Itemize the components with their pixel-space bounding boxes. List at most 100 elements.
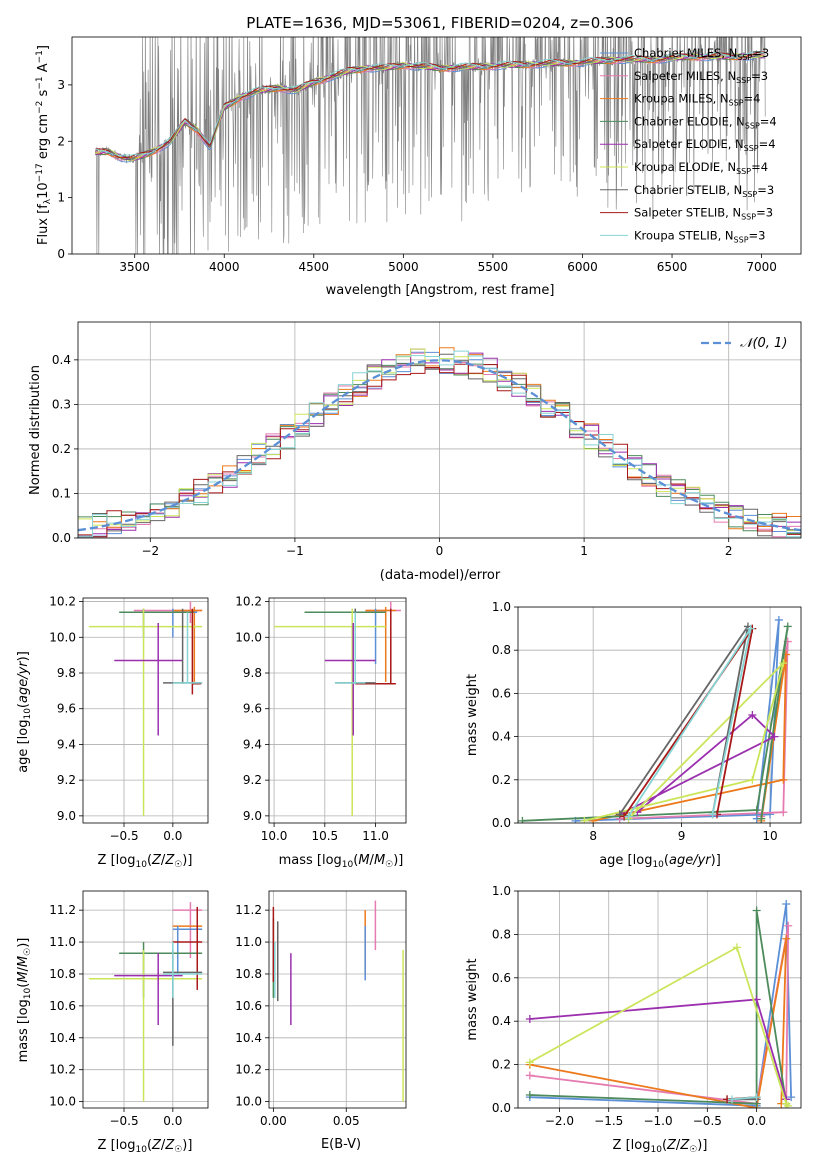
- y-tick-label: 10.4: [49, 1031, 76, 1045]
- y-tick-label: 10.0: [235, 1095, 262, 1109]
- age-weight-xlabel-part: (: [664, 853, 669, 868]
- plot-area: [269, 891, 406, 1108]
- mass-age-xlabel-part: ☉: [385, 860, 393, 870]
- y-tick-label: 0.4: [52, 353, 71, 367]
- z-age-xlabel-part: /: [161, 853, 166, 868]
- x-tick-label: −1.0: [643, 1114, 672, 1128]
- weight-marker-salpeter-elodie: [748, 711, 757, 719]
- z-mass-ylabel-part: M: [16, 971, 31, 982]
- mass-age-xlabel-part: M: [374, 853, 385, 868]
- mass-age-xlabel-part: mass [log: [279, 853, 342, 868]
- residual-histogram-salpeter-stelib: [78, 363, 801, 538]
- legend-label-sub: SSP: [741, 213, 756, 222]
- z-vs-mass-weight-panel: −2.0 −1.5 −1.0 −0.5 0.0 0.0 0.2 0.4 0.6 0.8 1.0 mas…: [465, 884, 802, 1155]
- mass-age-xlabel-part: 10: [342, 860, 354, 870]
- y-tick-label: 10.0: [235, 630, 262, 644]
- legend-label-main: Chabrier MILES, N: [634, 46, 737, 60]
- z-age-ylabel-part: 10: [23, 708, 33, 720]
- x-tick-label: −0.5: [109, 1114, 138, 1128]
- y-tick-label: 9.0: [243, 809, 262, 823]
- model-spectrum-chabrier-stelib: [95, 52, 765, 161]
- spectrum-ylabel-part: 10: [36, 182, 51, 199]
- x-tick-label: 4000: [209, 260, 240, 274]
- z-mass-xlabel-part: Z [log: [98, 1138, 136, 1153]
- spectrum-ylabel-part: A: [36, 63, 51, 76]
- y-tick-label: 0.4: [492, 1014, 511, 1028]
- weight-marker-kroupa-elodie: [784, 1101, 793, 1108]
- legend-label: Salpeter MILES, NSSP=3: [634, 69, 768, 85]
- mass-age-xlabel-part: )]: [393, 853, 403, 868]
- legend-label-tail: =3: [757, 183, 774, 197]
- spectrum-panel: 3500 4000 4500 5000 5500 6000 6500 7000 0 1 2 3 PLAT…: [35, 14, 802, 298]
- weight-marker-chabrier-miles: [787, 1093, 796, 1102]
- y-tick-label: 10.2: [49, 595, 76, 609]
- weight-marker-chabrier-stelib: [615, 810, 624, 819]
- weight-marker-kroupa-stelib: [752, 1093, 761, 1102]
- spectrum-title: PLATE=1636, MJD=53061, FIBERID=0204, z=0…: [246, 14, 633, 32]
- weight-marker-chabrier-miles: [774, 615, 783, 624]
- z-age-xlabel-part: Z: [151, 853, 162, 868]
- y-tick-label: 0.6: [492, 971, 511, 985]
- z-mass-ylabel-part: /: [16, 966, 31, 971]
- weight-marker-kroupa-elodie: [580, 816, 589, 823]
- mass-age-xlabel-part: M: [358, 853, 369, 868]
- legend-label: 𝒩(0, 1): [740, 336, 787, 351]
- z-weight-xlabel-part: ☉: [689, 1145, 697, 1155]
- x-tick-label: 10.0: [261, 829, 288, 843]
- x-tick-label: −2: [141, 544, 159, 558]
- mass-age-xlabel-part: /: [370, 853, 375, 868]
- z-mass-ylabel-part: ☉: [23, 948, 33, 956]
- z-age-xlabel-part: Z: [164, 853, 175, 868]
- weight-marker-kroupa-elodie: [732, 943, 741, 952]
- legend-label-tail: =3: [749, 228, 766, 242]
- y-tick-label: 11.0: [235, 935, 262, 949]
- x-tick-label: 5500: [478, 260, 509, 274]
- weight-line-salpeter-elodie: [619, 713, 777, 816]
- z-weight-xlabel-part: 10: [650, 1145, 662, 1155]
- plot-area: [518, 891, 801, 1108]
- x-tick-label: 10: [762, 829, 777, 843]
- y-tick-label: 9.8: [57, 666, 76, 680]
- z-mass-xlabel: Z [log10(Z/Z☉)]: [98, 1138, 193, 1155]
- x-tick-label: 1: [580, 544, 588, 558]
- z-age-ylabel: age [log10(age/yr)]: [16, 651, 33, 773]
- y-tick-label: 9.4: [57, 737, 76, 751]
- y-tick-label: 0.1: [52, 486, 71, 500]
- plot-area: [518, 607, 801, 823]
- legend-label-main: Kroupa MILES, N: [634, 92, 729, 106]
- x-tick-label: −1: [286, 544, 304, 558]
- legend-label-sub: SSP: [745, 121, 760, 130]
- weight-line-kroupa-miles: [529, 938, 788, 1108]
- age-weight-xlabel-part: age/yr: [669, 853, 712, 868]
- y-tick-label: 0.4: [492, 730, 511, 744]
- z-mass-xlabel-part: ☉: [174, 1145, 182, 1155]
- y-tick-label: 0.3: [52, 397, 71, 411]
- x-tick-label: 5000: [388, 260, 419, 274]
- y-tick-label: 0.2: [52, 442, 71, 456]
- x-tick-label: 2: [725, 544, 733, 558]
- z-weight-xlabel: Z [log10(Z/Z☉)]: [613, 1138, 708, 1155]
- z-mass-ylabel-part: 10: [23, 987, 33, 999]
- y-tick-label: 0: [57, 247, 65, 261]
- weight-marker-salpeter-elodie: [525, 1015, 534, 1024]
- y-tick-label: 0.0: [492, 1101, 511, 1115]
- y-tick-label: 3: [57, 78, 65, 92]
- x-tick-label: 0.0: [747, 1114, 766, 1128]
- residual-histogram-kroupa-stelib: [78, 350, 801, 538]
- z-mass-ylabel-part: )]: [16, 938, 31, 948]
- z-mass-xlabel-part: /: [161, 1138, 166, 1153]
- z-age-xlabel-part: 10: [135, 860, 147, 870]
- z-mass-xlabel-part: Z: [164, 1138, 175, 1153]
- legend-label-sub: SSP: [744, 144, 759, 153]
- y-tick-label: 10.2: [235, 595, 262, 609]
- z-weight-xlabel-part: Z: [679, 1138, 690, 1153]
- weight-marker-chabrier-elodie: [752, 906, 761, 915]
- axes-frame: [77, 321, 802, 539]
- x-tick-label: 8: [589, 829, 597, 843]
- mass-age-xlabel: mass [log10(M/M☉)]: [279, 853, 404, 870]
- axes-frame: [71, 36, 802, 255]
- weight-marker-salpeter-miles: [779, 808, 788, 817]
- weight-marker-chabrier-elodie: [525, 1090, 534, 1099]
- z-vs-mass-panel: −0.5 0.0 10.0 10.2 10.4 10.6 10.8 11.0 11.2 Z [lo…: [16, 890, 209, 1155]
- age-weight-xlabel: age [log10(age/yr)]: [599, 853, 721, 870]
